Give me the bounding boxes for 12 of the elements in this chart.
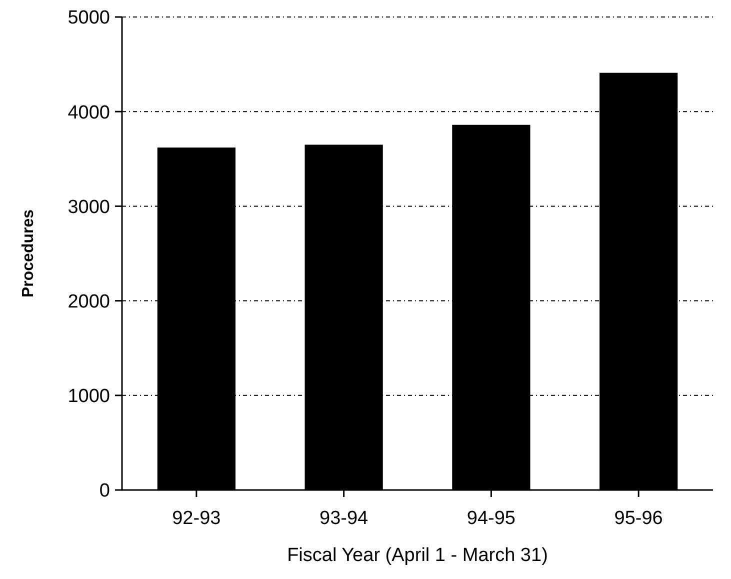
y-tick-label: 0 — [99, 480, 110, 502]
x-tick-label: 93-94 — [320, 508, 369, 529]
y-tick-label: 2000 — [68, 291, 110, 312]
x-tick-label: 94-95 — [466, 508, 516, 529]
y-tick-label: 5000 — [68, 8, 110, 29]
x-axis-title: Fiscal Year (April 1 - March 31) — [287, 545, 548, 566]
y-axis-title: Procedures — [20, 209, 37, 298]
x-tick-label: 95-96 — [614, 508, 663, 529]
y-tick-label: 4000 — [68, 102, 110, 124]
y-tick-label: 1000 — [68, 386, 110, 408]
y-tick-label: 3000 — [68, 196, 110, 218]
x-tick-label: 92-93 — [172, 508, 221, 529]
